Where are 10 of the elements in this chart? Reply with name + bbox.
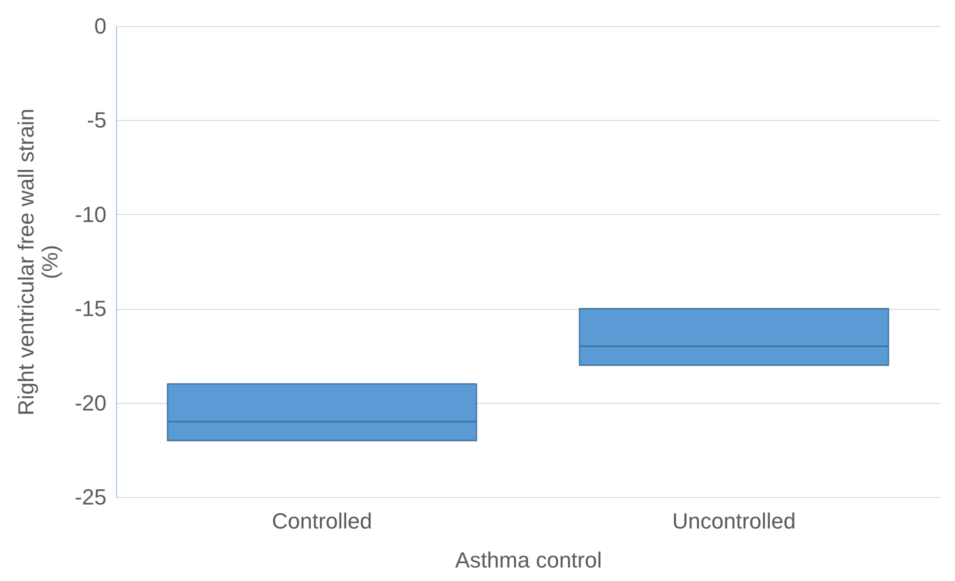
y-tick-label: 0 — [94, 14, 106, 38]
y-tick-label: -20 — [74, 390, 106, 416]
x-tick-label: Controlled — [272, 508, 372, 534]
y-tick-label: -10 — [74, 202, 106, 227]
y-tick-label: -5 — [86, 108, 106, 133]
y-tick-label: -15 — [74, 296, 106, 322]
x-tick-label: Uncontrolled — [672, 508, 796, 534]
y-tick-label: -25 — [74, 484, 106, 510]
y-axis-title: Right ventricular free wall strain (%) — [14, 108, 63, 416]
x-axis-title: Asthma control — [455, 548, 602, 572]
